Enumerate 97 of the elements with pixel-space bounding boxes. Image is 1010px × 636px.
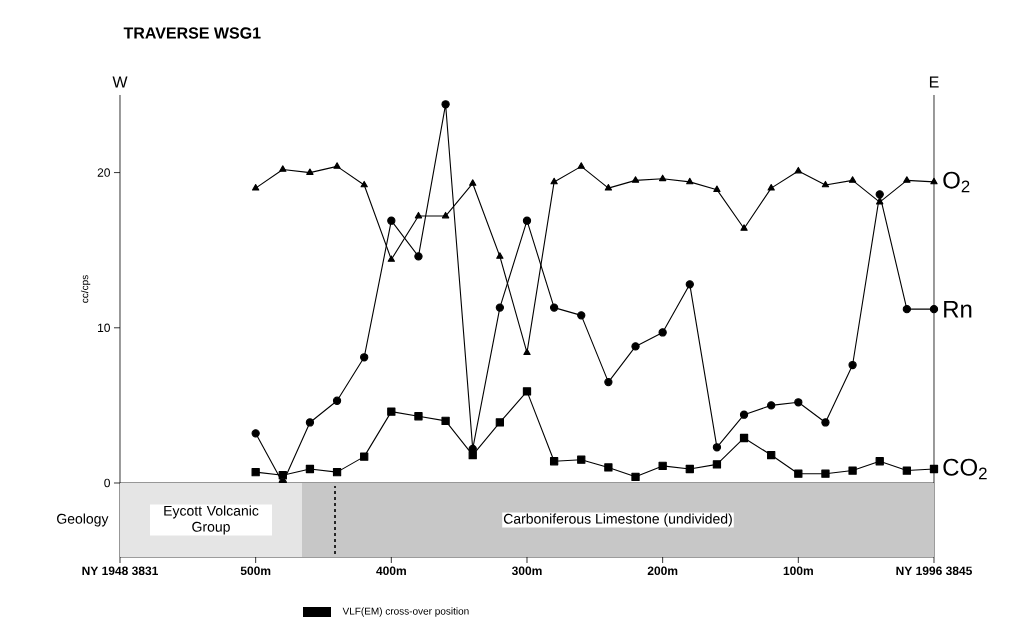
text: E — [929, 76, 939, 88]
point — [360, 452, 369, 461]
point — [712, 443, 722, 452]
point — [360, 353, 369, 362]
point — [441, 100, 450, 109]
point — [794, 166, 802, 174]
point — [631, 342, 640, 351]
point — [929, 305, 939, 314]
x-tick-label: 300m — [511, 566, 542, 576]
point — [712, 460, 722, 469]
point — [577, 162, 585, 169]
point — [902, 466, 911, 475]
x-tick-label: 400m — [376, 566, 406, 576]
point — [929, 464, 939, 474]
series-label: O$_{2}$ — [943, 171, 970, 193]
series-label: CO$_{2}$ — [943, 458, 987, 480]
text: Eycott Volcanic Group — [164, 505, 259, 535]
point — [495, 418, 505, 427]
point — [930, 177, 938, 185]
point — [441, 211, 450, 219]
point — [604, 463, 613, 472]
point — [821, 469, 830, 478]
y-tick-label: 0 — [104, 478, 110, 488]
point — [713, 185, 721, 193]
point — [658, 328, 667, 337]
point — [278, 471, 287, 480]
point — [360, 180, 368, 188]
y-tick-label: 20 — [97, 168, 110, 177]
point — [495, 303, 505, 312]
point — [631, 472, 640, 481]
point — [821, 180, 830, 188]
text: Carboniferous Limestone (undivided) — [503, 513, 732, 527]
x-tick-label: NY 1996 3845 — [896, 566, 972, 576]
point — [468, 450, 477, 460]
point — [414, 412, 423, 421]
x-tick-label: 100m — [783, 566, 813, 576]
point — [739, 410, 749, 419]
point — [251, 429, 260, 438]
x-tick-label: 500m — [240, 566, 271, 576]
point — [251, 467, 260, 477]
point — [767, 401, 776, 410]
point — [685, 280, 694, 289]
point — [902, 305, 911, 314]
point — [496, 252, 504, 259]
point — [875, 190, 884, 199]
chart-title: TRAVERSE WSG1 — [123, 27, 261, 39]
text: VLF(EM) cross-over position — [342, 607, 469, 617]
point — [522, 387, 532, 396]
point — [577, 455, 586, 464]
point — [739, 433, 749, 443]
point — [305, 418, 315, 427]
point — [469, 179, 477, 186]
point — [414, 211, 423, 219]
point — [387, 216, 396, 225]
point — [306, 168, 314, 175]
point — [577, 311, 586, 320]
point — [686, 177, 694, 185]
point — [279, 165, 287, 172]
point — [387, 255, 395, 262]
y-axis-title: cc/cps — [80, 275, 91, 303]
point — [251, 183, 260, 191]
text: Geology — [57, 513, 109, 527]
point — [903, 176, 911, 183]
point — [441, 416, 450, 426]
point — [658, 174, 667, 182]
point — [387, 407, 396, 416]
point — [604, 183, 613, 191]
point — [658, 461, 667, 471]
point — [631, 176, 640, 183]
y-tick-label: 10 — [98, 323, 110, 333]
point — [848, 360, 857, 370]
point — [767, 450, 776, 460]
point — [794, 398, 803, 407]
point — [332, 396, 342, 405]
point — [848, 466, 857, 475]
point — [332, 467, 342, 477]
point — [875, 457, 884, 466]
point — [549, 457, 559, 466]
point — [333, 162, 341, 169]
point — [685, 464, 694, 474]
point — [550, 177, 558, 185]
point — [305, 464, 315, 474]
point — [523, 348, 531, 355]
point — [604, 377, 613, 387]
x-tick-label: 200m — [647, 566, 678, 576]
text: W — [112, 76, 128, 88]
point — [522, 216, 532, 225]
point — [414, 252, 423, 261]
point — [767, 183, 775, 191]
x-tick-label: NY 1948 3831 — [82, 566, 158, 576]
point — [821, 418, 830, 427]
point — [848, 176, 857, 183]
point — [794, 469, 803, 478]
point — [549, 303, 559, 312]
series-label: Rn — [944, 300, 972, 318]
point — [876, 197, 884, 205]
point — [740, 224, 748, 231]
